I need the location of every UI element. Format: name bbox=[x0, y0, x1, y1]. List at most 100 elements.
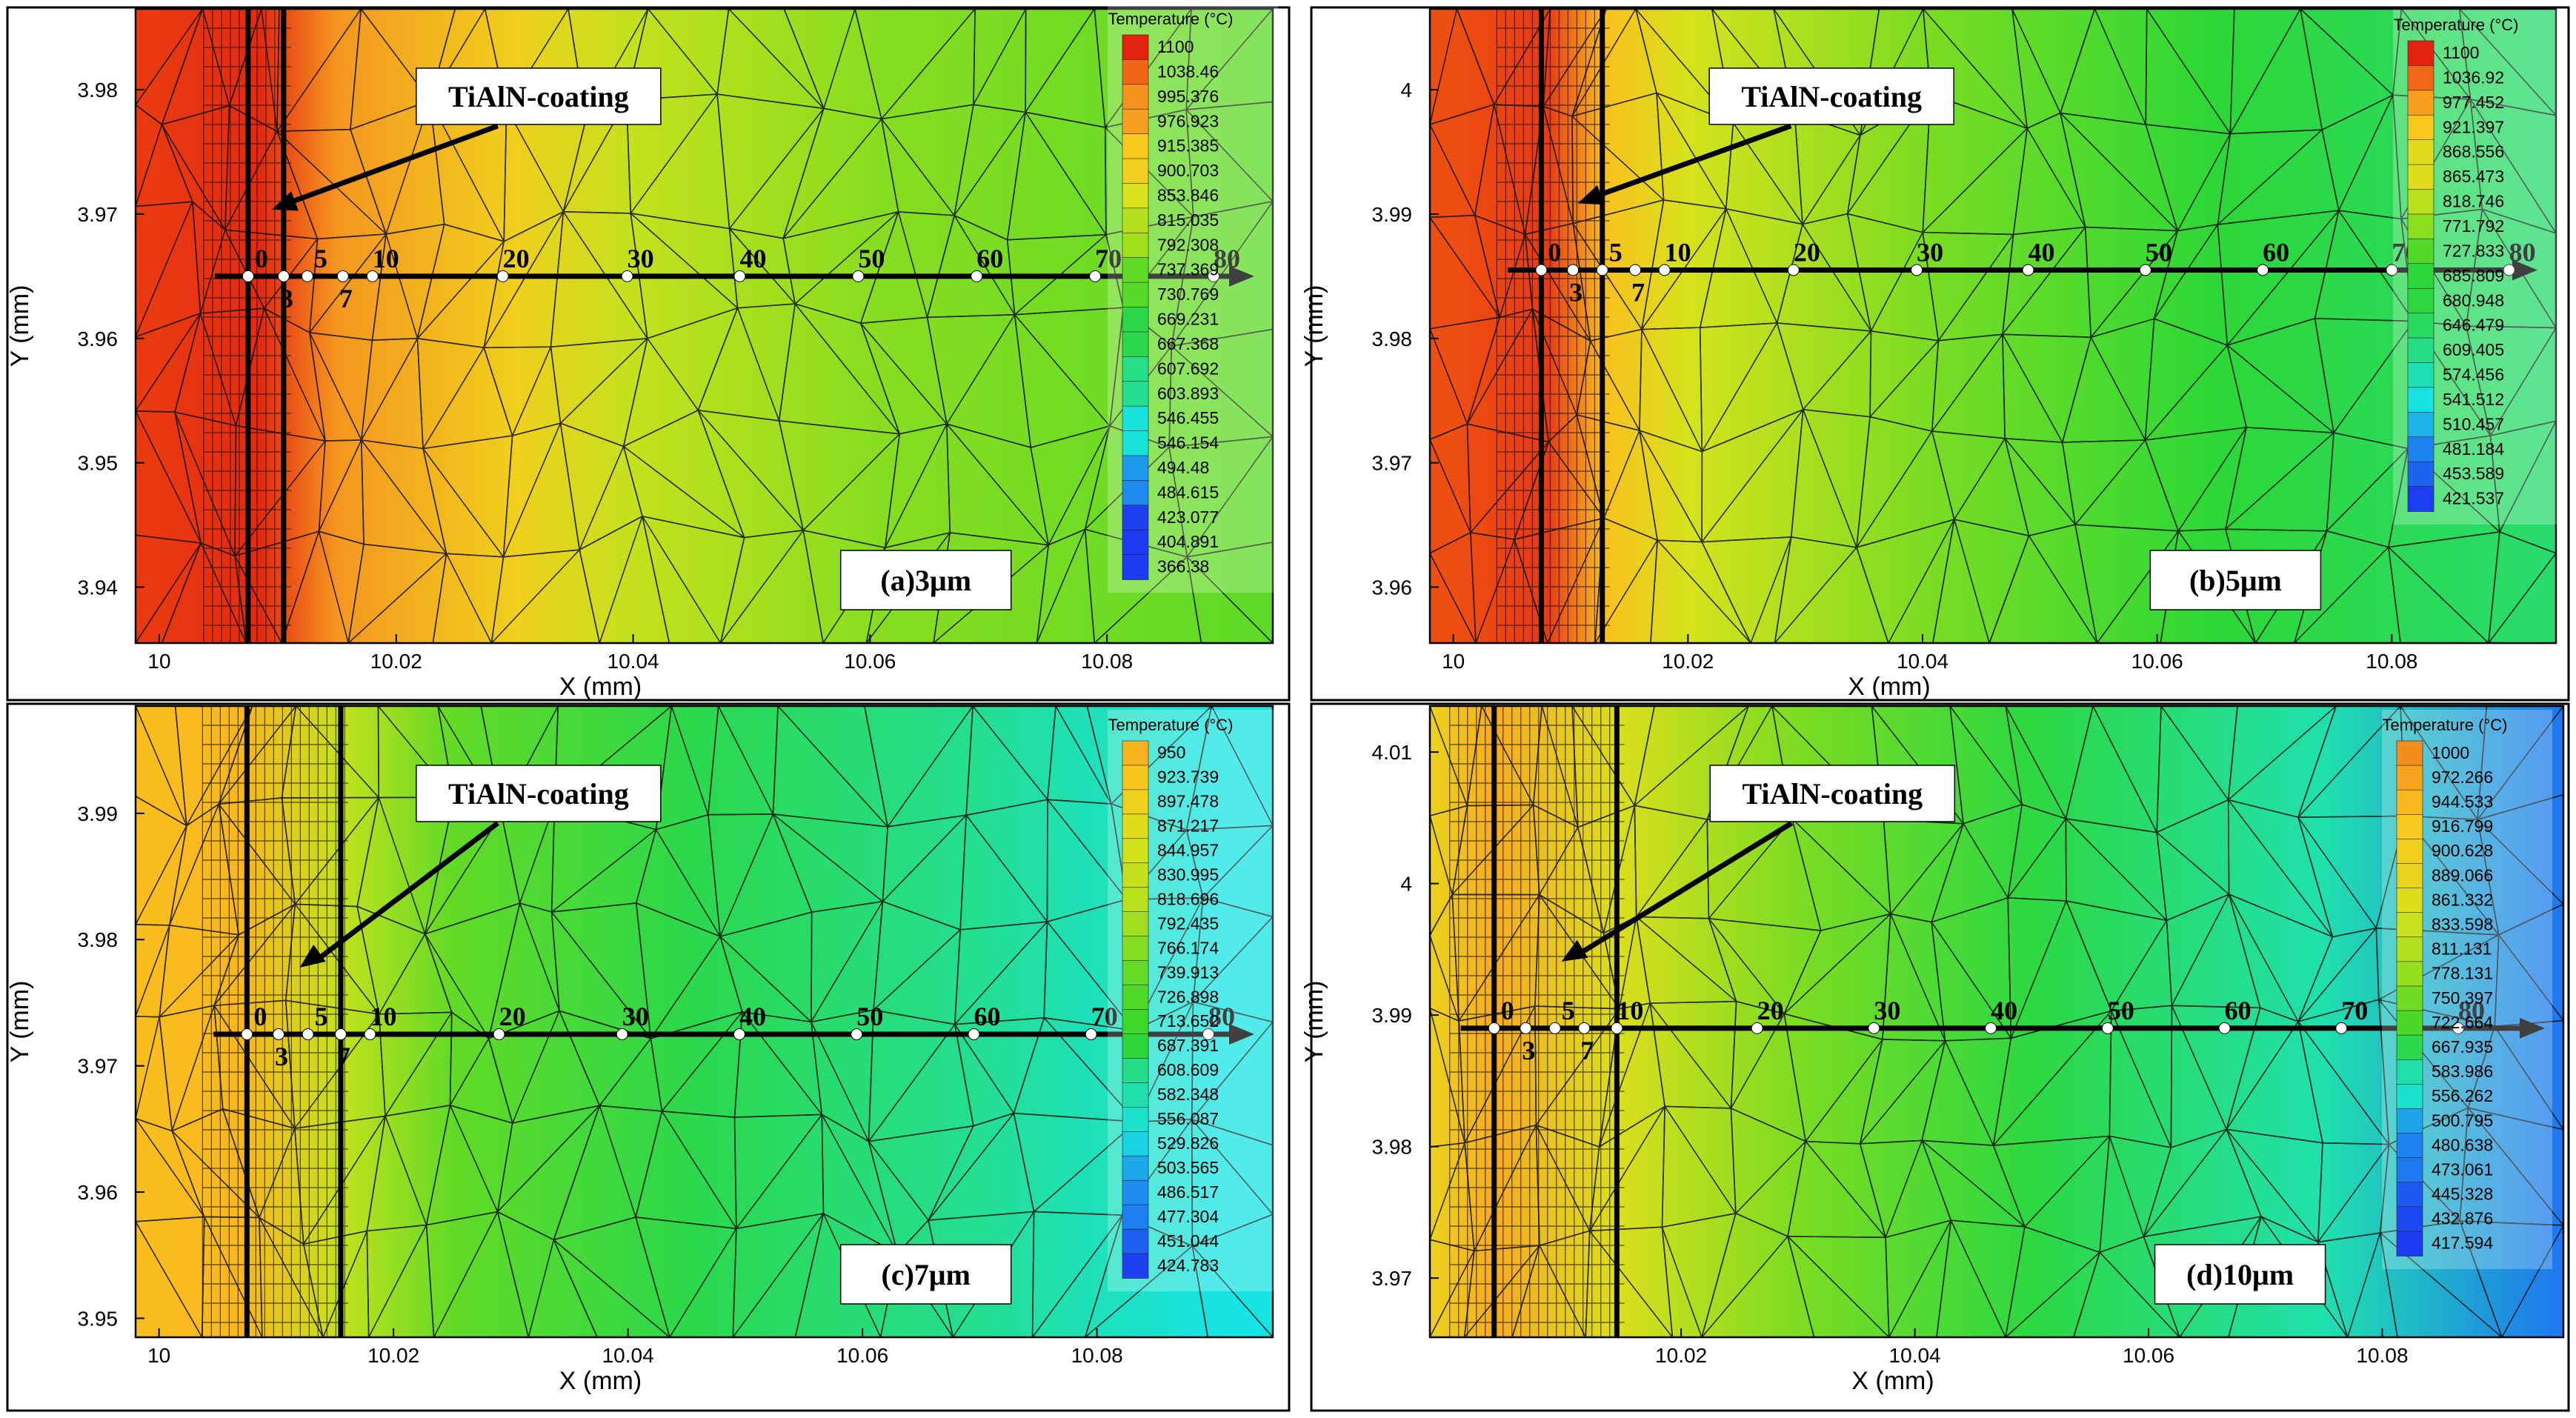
distance-label: 3 bbox=[1569, 277, 1582, 307]
y-tick-label: 4.01 bbox=[1372, 741, 1413, 764]
mesh-edge bbox=[946, 314, 1016, 425]
mesh-edge bbox=[1888, 519, 1955, 644]
mesh-edge bbox=[2400, 8, 2472, 100]
path-point bbox=[241, 1028, 253, 1041]
mesh-edge bbox=[259, 1128, 296, 1218]
x-tick-label: 10.02 bbox=[367, 1344, 419, 1367]
y-tick-label: 3.98 bbox=[78, 79, 119, 101]
mesh-edge bbox=[1186, 556, 1274, 644]
legend-swatch bbox=[2396, 839, 2423, 865]
temperature-field bbox=[136, 706, 1273, 1337]
legend-swatch bbox=[2407, 65, 2434, 91]
mesh-edge bbox=[669, 1228, 737, 1338]
mesh-edge bbox=[2226, 344, 2334, 433]
legend-swatch bbox=[2407, 436, 2434, 462]
path-point bbox=[1535, 264, 1548, 276]
mesh-edge bbox=[1589, 1230, 1674, 1338]
mesh-edge bbox=[213, 1005, 296, 1129]
path-point bbox=[334, 1028, 347, 1041]
distance-label: 5 bbox=[314, 244, 327, 273]
legend-value: 500.795 bbox=[2432, 1111, 2493, 1130]
mesh-edge bbox=[422, 347, 485, 449]
mesh-edge bbox=[2338, 210, 2414, 322]
temperature-field bbox=[136, 9, 1273, 643]
mesh-edge bbox=[204, 1216, 263, 1338]
mesh-edge bbox=[318, 439, 362, 532]
legend-value: 1100 bbox=[1157, 37, 1194, 56]
path-point bbox=[1787, 264, 1800, 276]
legend-swatch bbox=[1122, 133, 1149, 159]
mesh-edge bbox=[777, 705, 888, 828]
mesh-edge bbox=[1036, 529, 1086, 644]
legend-swatch bbox=[2396, 985, 2423, 1011]
y-tick-label: 3.99 bbox=[78, 802, 119, 825]
legend-value: 944.533 bbox=[2432, 792, 2493, 811]
mesh-edge bbox=[2011, 8, 2061, 113]
legend-value: 865.473 bbox=[2443, 167, 2504, 186]
mesh-edge bbox=[2498, 934, 2564, 1021]
mesh-edge bbox=[1701, 322, 1778, 452]
legend-swatch bbox=[2396, 1133, 2423, 1159]
coating-callout-label: TiAlN-coating bbox=[448, 777, 629, 810]
mesh-edge bbox=[2326, 447, 2409, 532]
legend-value: 667.935 bbox=[2432, 1037, 2493, 1056]
mesh-edge bbox=[728, 107, 825, 230]
mesh-edge bbox=[897, 211, 928, 318]
legend-value: 669.231 bbox=[1157, 310, 1219, 329]
plot-border bbox=[134, 7, 1274, 645]
distance-label: 10 bbox=[373, 244, 399, 273]
mesh-edge bbox=[1649, 1002, 1732, 1109]
path-point bbox=[616, 1028, 628, 1041]
mesh-edge bbox=[811, 1022, 870, 1142]
legend-value: 976.923 bbox=[1157, 111, 1219, 130]
legend-swatch bbox=[2396, 1084, 2423, 1110]
mesh-edge bbox=[309, 332, 362, 441]
mesh-edge bbox=[367, 1225, 427, 1338]
distance-label: 5 bbox=[1609, 237, 1623, 267]
mesh-edge bbox=[224, 130, 278, 230]
legend-value: 713.652 bbox=[1157, 1011, 1219, 1031]
mesh-edge bbox=[2228, 799, 2334, 937]
mesh-edge bbox=[2109, 1136, 2145, 1237]
legend-value: 510.457 bbox=[2443, 414, 2504, 433]
mesh-edge bbox=[497, 1105, 600, 1213]
path-point bbox=[851, 1028, 863, 1041]
legend-swatch bbox=[1122, 1009, 1149, 1035]
legend-swatch bbox=[2407, 164, 2434, 190]
legend-swatch bbox=[1122, 307, 1149, 333]
path-point bbox=[1578, 1022, 1591, 1034]
mesh-edge bbox=[1735, 1141, 1806, 1214]
mesh-edge bbox=[873, 929, 961, 1011]
legend-value: 687.391 bbox=[1157, 1036, 1219, 1055]
path-point bbox=[1611, 1022, 1623, 1034]
path-point bbox=[2386, 264, 2398, 276]
distance-label: 7 bbox=[339, 284, 353, 313]
panel-label-box bbox=[2154, 1244, 2326, 1305]
legend-swatch bbox=[2396, 863, 2423, 889]
legend-swatch bbox=[2396, 1231, 2423, 1256]
legend-swatch bbox=[2407, 90, 2434, 116]
mesh-edge bbox=[1094, 556, 1188, 644]
mesh-edge bbox=[772, 813, 883, 902]
legend-title: Temperature (°C) bbox=[2383, 716, 2508, 734]
mesh-edge bbox=[1708, 918, 1785, 1014]
mesh-edge bbox=[661, 1011, 743, 1112]
coating-callout-label: TiAlN-coating bbox=[448, 80, 629, 113]
path-point bbox=[302, 1028, 314, 1041]
mesh-edge bbox=[1732, 122, 1803, 225]
mesh-edge bbox=[736, 1114, 822, 1229]
path-point bbox=[1985, 1022, 1997, 1034]
mesh-edge bbox=[642, 516, 722, 644]
mesh-edge bbox=[1429, 1251, 1475, 1338]
legend-value: 608.609 bbox=[1157, 1060, 1219, 1079]
mesh-edge bbox=[1664, 1106, 1737, 1214]
path-arrowhead bbox=[2520, 1017, 2545, 1039]
mesh-edge bbox=[445, 553, 493, 644]
legend-swatch bbox=[2396, 1108, 2423, 1134]
mesh-edge bbox=[2144, 344, 2229, 441]
mesh-edge bbox=[2005, 705, 2067, 819]
mesh-edge bbox=[218, 705, 297, 805]
path-point bbox=[1520, 1022, 1532, 1034]
mesh-edge bbox=[135, 410, 202, 544]
mesh-edge bbox=[135, 705, 187, 826]
